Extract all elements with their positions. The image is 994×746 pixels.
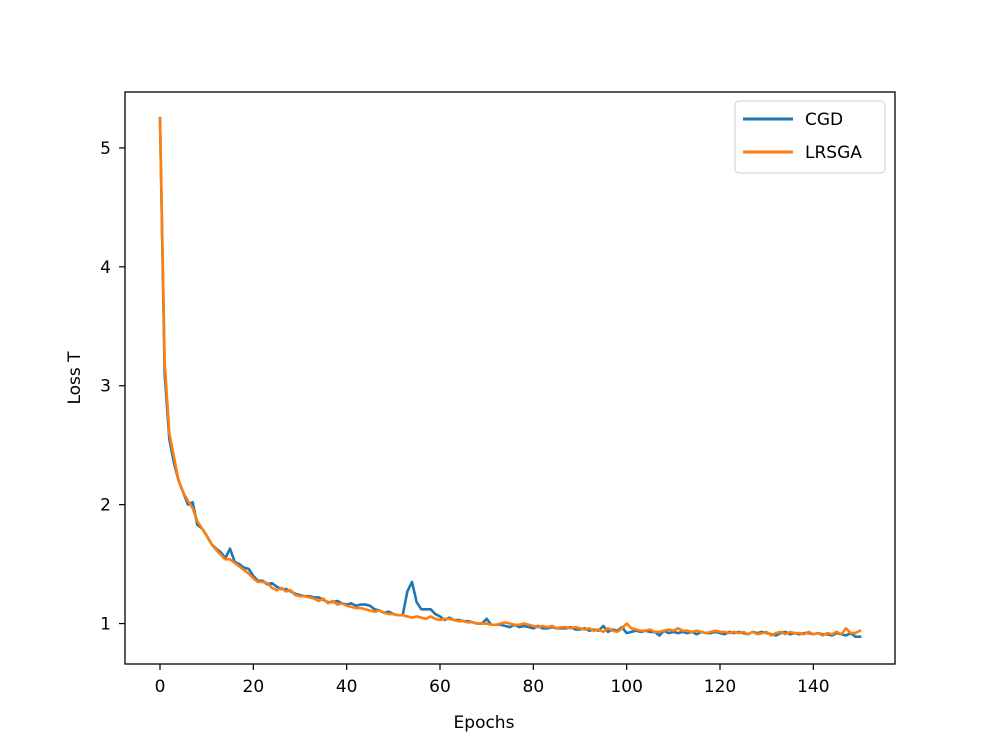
x-tick-label: 40 bbox=[336, 677, 358, 697]
legend-label-cgd: CGD bbox=[805, 110, 843, 130]
x-axis-ticks: 0 20 40 60 80 100 120 140 bbox=[155, 664, 830, 697]
x-tick-label: 60 bbox=[429, 677, 451, 697]
legend: CGD LRSGA bbox=[734, 100, 886, 174]
x-tick-label: 120 bbox=[704, 677, 736, 697]
y-tick-label: 2 bbox=[100, 496, 111, 516]
x-tick-label: 140 bbox=[797, 677, 829, 697]
legend-label-lrsga: LRSGA bbox=[805, 143, 862, 163]
x-tick-label: 0 bbox=[155, 677, 166, 697]
y-axis-label: Loss T bbox=[65, 351, 85, 405]
y-tick-label: 5 bbox=[100, 139, 111, 159]
x-axis-label: Epochs bbox=[454, 713, 515, 733]
plot-lines bbox=[158, 116, 862, 638]
x-tick-label: 80 bbox=[523, 677, 545, 697]
x-tick-label: 100 bbox=[610, 677, 642, 697]
y-tick-label: 1 bbox=[100, 615, 111, 635]
y-tick-label: 3 bbox=[100, 377, 111, 397]
y-axis-ticks: 1 2 3 4 5 bbox=[100, 139, 125, 635]
y-tick-label: 4 bbox=[100, 258, 111, 278]
series-line-lrsga bbox=[158, 116, 862, 637]
plot-area-frame bbox=[124, 91, 896, 665]
x-tick-label: 20 bbox=[243, 677, 265, 697]
